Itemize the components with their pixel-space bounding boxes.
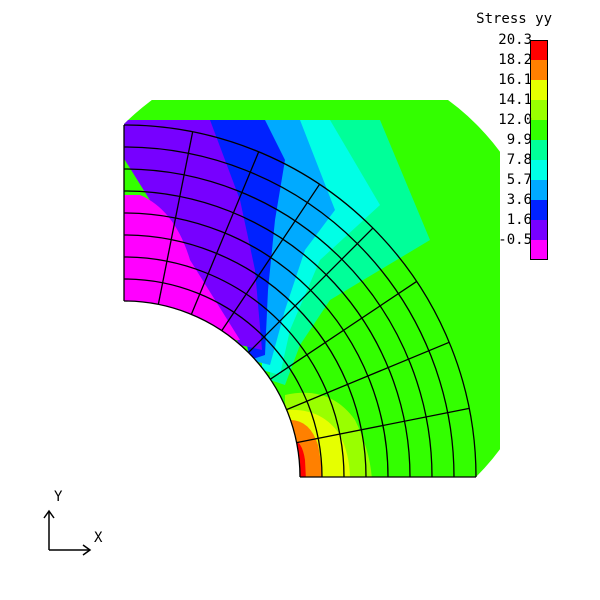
stress-legend: 20.3 18.2 16.1 14.1 12.0 9.9 7.8 5.7 3.6 1.6 -0.5 [482,30,592,260]
legend-label: 14.1 [498,92,532,108]
legend-label: -0.5 [498,232,532,248]
legend-label: 9.9 [506,132,532,148]
legend-swatch [530,140,548,160]
legend-swatch [530,180,548,200]
coordinate-triad [43,509,92,556]
mesh-radial-line [157,131,194,305]
legend-label: 3.6 [506,192,532,208]
mesh-radial-line [296,407,470,444]
mesh-radial-line [247,227,374,354]
legend-swatch [530,240,548,260]
legend-label: 7.8 [506,152,532,168]
legend-swatch [530,160,548,180]
legend-label: 18.2 [498,52,532,68]
legend-label: 16.1 [498,72,532,88]
legend-label: 1.6 [506,212,532,228]
mesh-radial-line [190,151,260,315]
legend-swatch [530,60,548,80]
legend-swatch [530,40,548,60]
y-axis-label: Y [54,489,63,505]
legend-swatch [530,80,548,100]
mesh-radial-line [286,341,450,411]
legend-label: 5.7 [506,172,532,188]
x-axis-arrowhead [82,544,92,556]
y-axis-arrowhead [43,509,55,519]
legend-label: 12.0 [498,112,532,128]
mesh-radial-line [269,280,418,380]
legend-title: Stress yy [476,11,552,27]
stress-contour-field [124,100,500,477]
finite-element-mesh [123,124,477,478]
legend-swatch [530,200,548,220]
legend-swatch [530,100,548,120]
contour-band-1-6 [124,120,262,350]
x-axis-label: X [94,530,103,546]
legend-label: 20.3 [498,32,532,48]
legend-swatch [530,120,548,140]
mesh-radial-line [221,183,321,332]
legend-swatch [530,220,548,240]
